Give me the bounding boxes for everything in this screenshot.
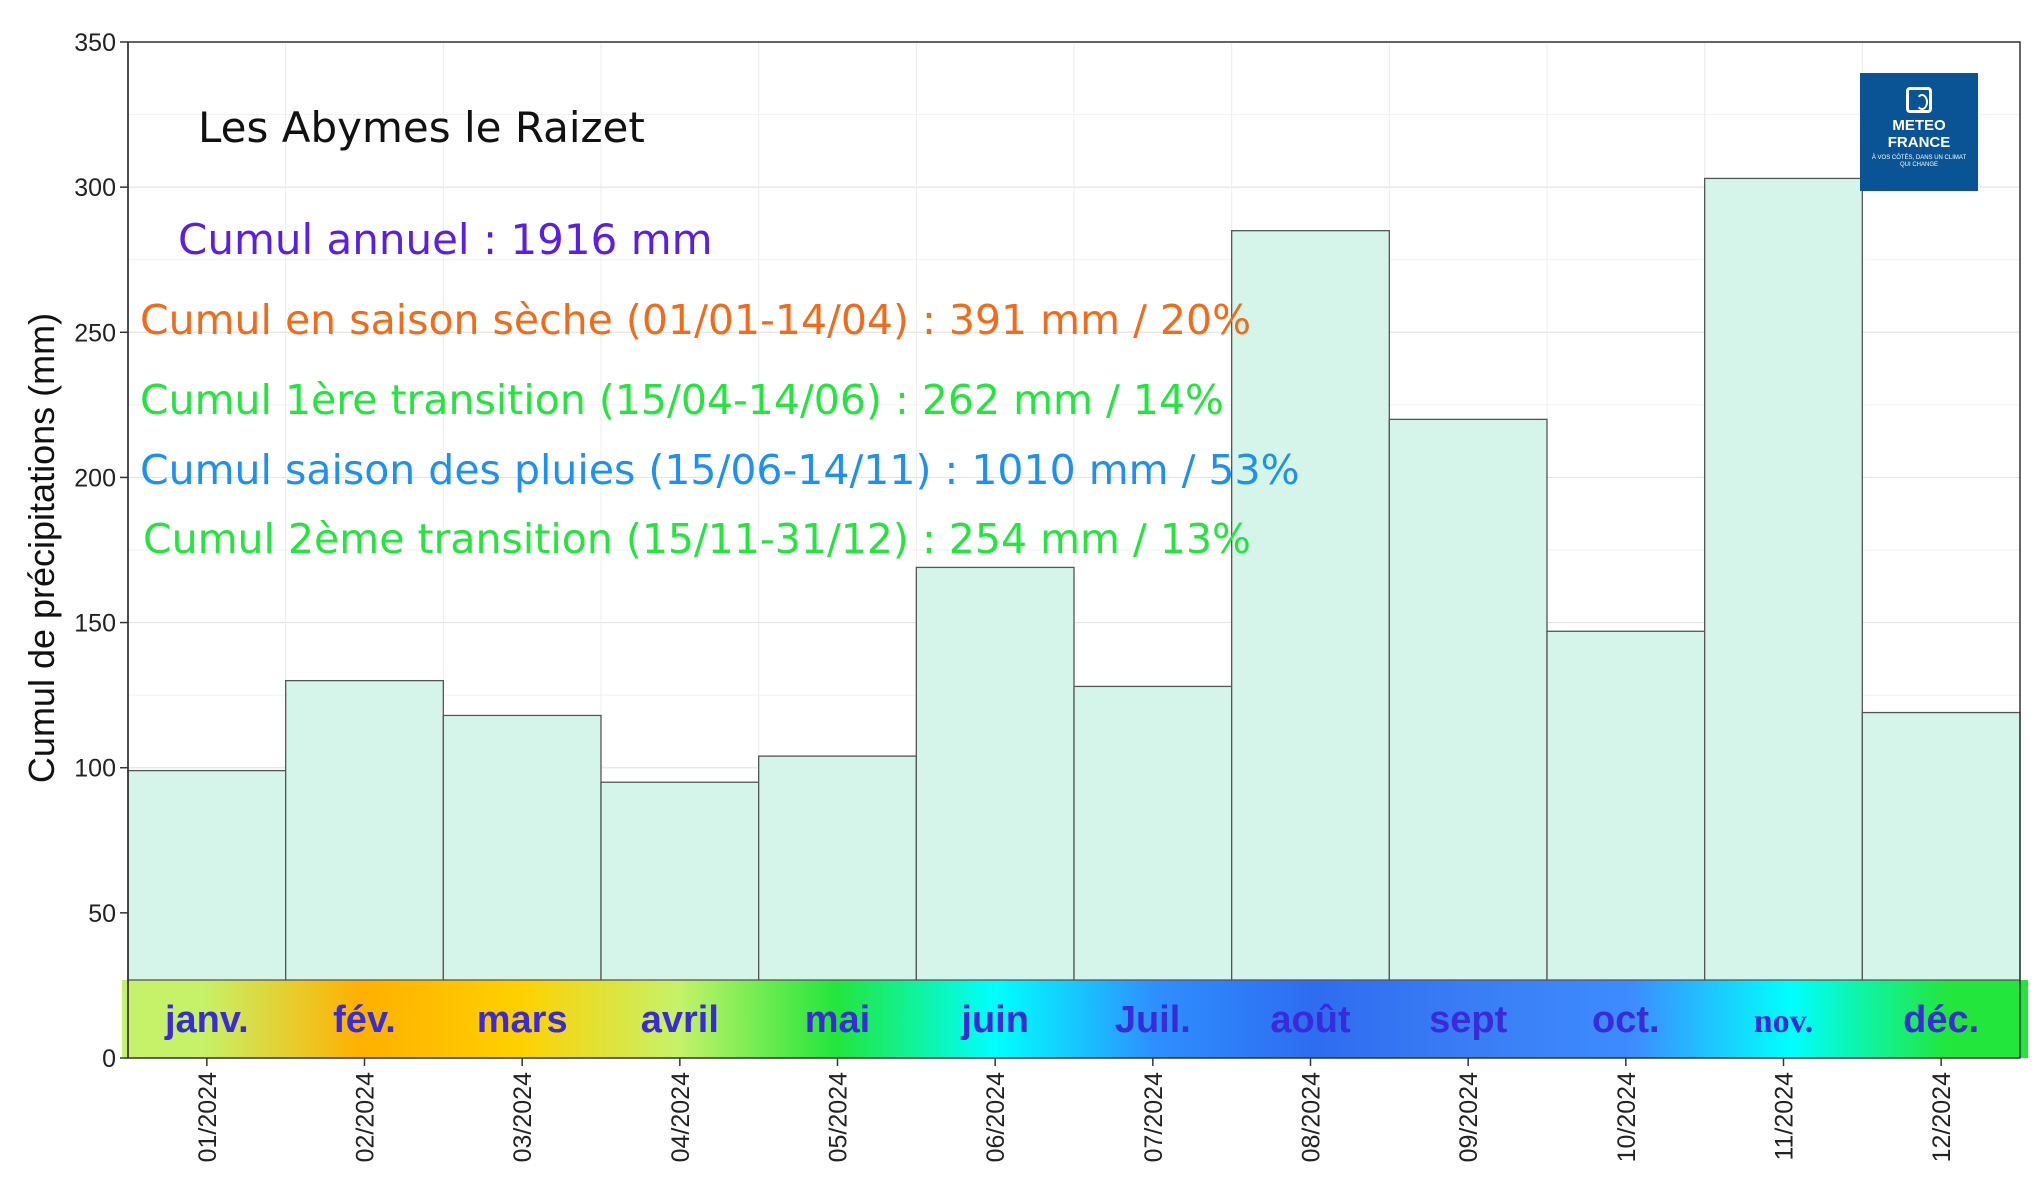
x-tick-label: 04/2024 (667, 1072, 695, 1162)
annual-total-annotation: Cumul annuel : 1916 mm (178, 215, 713, 264)
x-tick-label: 03/2024 (509, 1072, 537, 1162)
y-tick-label: 0 (102, 1045, 116, 1073)
month-label: juin (960, 999, 1029, 1041)
logo-line1: METEO (1892, 117, 1946, 134)
bars (127, 177, 2021, 981)
y-tick-label: 100 (74, 755, 116, 783)
bar-05/2024 (758, 755, 917, 981)
month-label: Juil. (1115, 999, 1191, 1041)
x-tick-label: 09/2024 (1455, 1072, 1483, 1162)
month-label: avril (641, 999, 719, 1041)
rainy-season-annotation: Cumul saison des pluies (15/06-14/11) : … (140, 446, 1300, 494)
month-label: janv. (164, 999, 249, 1041)
bar-11/2024 (1704, 177, 1863, 981)
month-label: août (1270, 999, 1351, 1041)
x-tick-label: 08/2024 (1298, 1072, 1326, 1162)
bar-06/2024 (915, 566, 1075, 981)
x-tick-label: 05/2024 (825, 1072, 853, 1162)
month-label: nov. (1754, 1003, 1814, 1040)
x-tick-label: 01/2024 (194, 1072, 222, 1162)
month-label: déc. (1903, 999, 1979, 1041)
second-transition-annotation: Cumul 2ème transition (15/11-31/12) : 25… (143, 515, 1251, 563)
dry-season-annotation: Cumul en saison sèche (01/01-14/04) : 39… (140, 296, 1252, 344)
bar-02/2024 (285, 679, 444, 981)
x-tick-label: 07/2024 (1140, 1072, 1168, 1162)
x-tick-label: 10/2024 (1613, 1072, 1641, 1162)
month-labels: janv. fév. mars avril mai juin Juil. août sept oc… (164, 999, 1979, 1041)
meteo-france-logo: METEO FRANCE À VOS CÔTÉS, DANS UN CLIMAT… (1860, 73, 1978, 191)
logo-tagline: À VOS CÔTÉS, DANS UN CLIMAT QUI CHANGE (1871, 155, 1967, 168)
bar-08/2024 (1231, 230, 1390, 981)
bar-07/2024 (1073, 685, 1233, 981)
month-label: mars (477, 999, 568, 1041)
bar-09/2024 (1388, 418, 1548, 981)
first-transition-annotation: Cumul 1ère transition (15/04-14/06) : 26… (140, 376, 1224, 424)
bar-03/2024 (442, 714, 602, 981)
bar-04/2024 (600, 781, 760, 981)
y-tick-label: 200 (74, 464, 116, 492)
y-axis-label: Cumul de précipitations (mm) (21, 312, 62, 784)
month-color-band (122, 980, 2028, 1058)
bar-10/2024 (1546, 630, 1706, 981)
station-title: Les Abymes le Raizet (198, 103, 645, 152)
month-label: mai (805, 999, 870, 1041)
month-label: fév. (333, 999, 396, 1041)
month-label: oct. (1592, 999, 1660, 1041)
y-tick-label: 350 (74, 29, 116, 57)
bar-01/2024 (127, 769, 287, 981)
logo-line2: FRANCE (1887, 134, 1951, 151)
x-tick-label: 12/2024 (1928, 1072, 1956, 1162)
meteo-france-emblem-icon (1906, 87, 1932, 113)
y-tick-label: 300 (74, 174, 116, 202)
y-tick-label: 50 (88, 900, 116, 928)
x-axis: 01/2024 02/2024 03/2024 04/2024 05/2024 06/20… (194, 1058, 1956, 1162)
x-tick-label: 02/2024 (352, 1072, 380, 1162)
x-tick-label: 11/2024 (1771, 1072, 1799, 1161)
bar-12/2024 (1861, 711, 2021, 981)
y-tick-label: 250 (74, 319, 116, 347)
month-label: sept (1429, 999, 1507, 1041)
y-axis: 0 50 100 150 200 250 300 350 (74, 29, 129, 1073)
x-tick-label: 06/2024 (982, 1072, 1010, 1162)
y-tick-label: 150 (74, 610, 116, 638)
